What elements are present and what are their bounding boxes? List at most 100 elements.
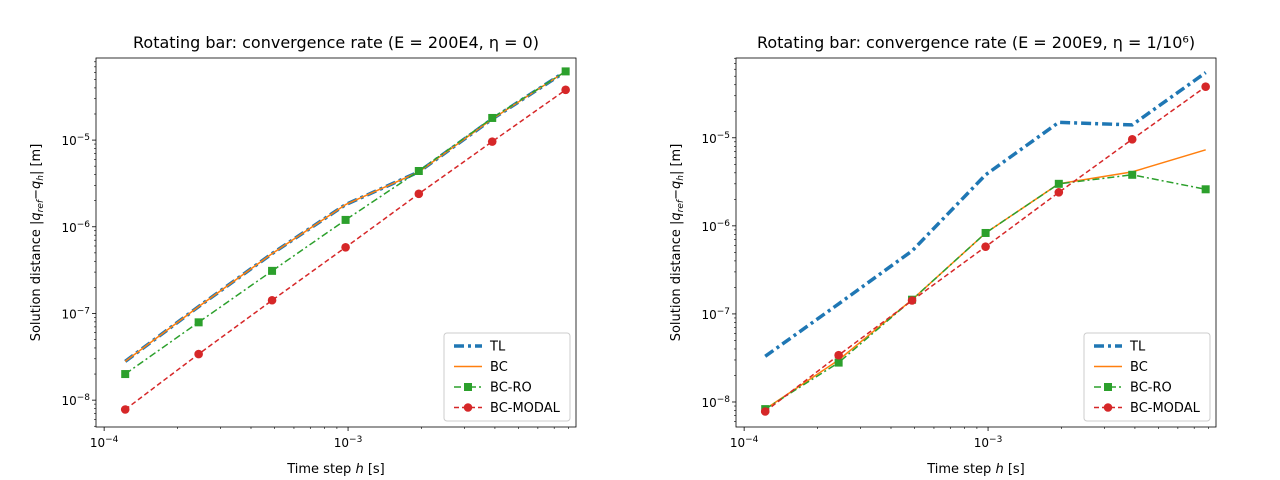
y-axis-label: Solution distance |qref−qh| [m] xyxy=(669,144,686,342)
data-point xyxy=(1054,188,1064,197)
data-point xyxy=(1054,179,1063,188)
y-tick-label-base: 10 xyxy=(61,134,76,148)
y-tick-label: 10−5 xyxy=(701,131,730,146)
axes-frame xyxy=(95,57,577,428)
x-tick-label: 10−4 xyxy=(90,435,119,450)
x-tick-label-base: 10 xyxy=(90,436,105,450)
legend-box xyxy=(1083,332,1211,422)
x-tick-label-base: 10 xyxy=(974,436,989,450)
data-point xyxy=(194,318,203,327)
legend-swatch-marker xyxy=(1103,403,1113,412)
y-tick-label-exp: −8 xyxy=(77,393,91,403)
chart-title: Rotating bar: convergence rate (E = 200E… xyxy=(757,33,1195,52)
y-axis-label-part: | [m] xyxy=(669,144,684,175)
legend-label: BC-MODAL xyxy=(1130,401,1201,416)
series-tl xyxy=(764,71,1207,358)
x-axis-label-part: Time step xyxy=(286,462,355,477)
y-tick-label-base: 10 xyxy=(61,307,76,321)
y-tick-label-base: 10 xyxy=(61,221,76,235)
x-axis-label-part: h xyxy=(355,462,363,477)
legend-label: BC xyxy=(1130,360,1148,375)
x-tick-label-base: 10 xyxy=(730,436,745,450)
y-tick-label: 10−8 xyxy=(61,393,90,408)
axes-frame xyxy=(735,57,1217,428)
chart-title: Rotating bar: convergence rate (E = 200E… xyxy=(133,33,539,52)
legend-label: TL xyxy=(489,340,506,355)
y-tick-label: 10−6 xyxy=(701,219,730,234)
y-axis-label-part: q xyxy=(29,212,44,220)
y-tick-label-base: 10 xyxy=(701,308,716,322)
x-tick-label-exp: −3 xyxy=(989,435,1002,445)
x-axis-label: Time step h [s] xyxy=(926,462,1025,477)
data-point xyxy=(1201,82,1210,92)
data-point xyxy=(561,67,570,76)
legend-label: BC xyxy=(490,360,508,375)
legend-swatch-marker xyxy=(464,383,472,391)
y-tick-label-base: 10 xyxy=(61,394,76,408)
legend-box xyxy=(443,332,571,422)
y-tick-label-exp: −8 xyxy=(717,395,731,405)
y-axis-label-part: − xyxy=(669,189,684,200)
legend-label: TL xyxy=(1129,340,1146,355)
y-tick-label-exp: −7 xyxy=(77,306,90,316)
data-point xyxy=(981,228,990,237)
data-point xyxy=(981,242,990,251)
y-tick-label: 10−7 xyxy=(701,307,730,322)
data-point xyxy=(194,349,203,359)
series-bc-ro xyxy=(121,67,570,379)
y-tick-label: 10−7 xyxy=(61,306,90,321)
y-tick-label-exp: −7 xyxy=(717,307,730,317)
series-line xyxy=(764,71,1207,358)
x-tick-label-exp: −4 xyxy=(105,435,119,445)
data-point xyxy=(760,407,770,416)
y-axis-label-part: ref xyxy=(36,198,46,212)
series-bc-modal xyxy=(120,85,570,414)
y-axis-label-part: ref xyxy=(676,198,686,212)
y-axis-label: Solution distance |qref−qh| [m] xyxy=(29,144,46,342)
y-axis-label-part: h xyxy=(676,175,686,181)
x-tick-label: 10−3 xyxy=(974,435,1003,450)
data-point xyxy=(1127,135,1137,144)
legend-label: BC-RO xyxy=(1130,381,1172,396)
data-point xyxy=(834,358,843,367)
y-tick-label-base: 10 xyxy=(701,396,716,410)
data-point xyxy=(487,137,497,146)
data-point xyxy=(488,113,497,122)
data-point xyxy=(267,295,277,305)
data-point xyxy=(414,166,423,175)
y-tick-label-base: 10 xyxy=(701,220,716,234)
x-tick-label-exp: −4 xyxy=(745,435,759,445)
legend-swatch-marker xyxy=(463,403,473,412)
y-tick-label: 10−6 xyxy=(61,220,90,235)
data-point xyxy=(268,266,277,275)
legend-swatch-marker xyxy=(1104,383,1112,391)
y-axis-label-part: q xyxy=(669,212,684,220)
series-bc-modal xyxy=(760,82,1210,416)
y-tick-label-exp: −5 xyxy=(717,131,730,141)
y-axis-label-part: q xyxy=(669,181,684,189)
y-tick-label: 10−8 xyxy=(701,395,730,410)
y-tick-label-exp: −5 xyxy=(77,133,90,143)
y-axis-label-part: h xyxy=(36,175,46,181)
x-axis-label: Time step h [s] xyxy=(286,462,385,477)
data-point xyxy=(414,189,424,199)
x-tick-label: 10−3 xyxy=(334,435,363,450)
x-axis-label-part: h xyxy=(995,462,1003,477)
y-tick-label: 10−5 xyxy=(61,133,90,148)
y-axis-label-part: Solution distance | xyxy=(669,221,684,342)
x-tick-label-exp: −3 xyxy=(349,435,362,445)
x-axis-label-part: [s] xyxy=(1004,462,1025,477)
y-tick-label-exp: −6 xyxy=(717,219,731,229)
chart-panel-1: Rotating bar: convergence rate (E = 200E… xyxy=(29,33,577,477)
y-axis-label-part: Solution distance | xyxy=(29,221,44,342)
data-point xyxy=(120,405,130,414)
data-point xyxy=(341,215,350,224)
legend-label: BC-RO xyxy=(490,381,532,396)
x-axis-label-part: [s] xyxy=(364,462,385,477)
data-point xyxy=(907,296,917,305)
y-axis-label-part: q xyxy=(29,181,44,189)
y-tick-label-base: 10 xyxy=(701,132,716,146)
legend-label: BC-MODAL xyxy=(490,401,561,416)
chart-panel-2: Rotating bar: convergence rate (E = 200E… xyxy=(669,33,1217,477)
